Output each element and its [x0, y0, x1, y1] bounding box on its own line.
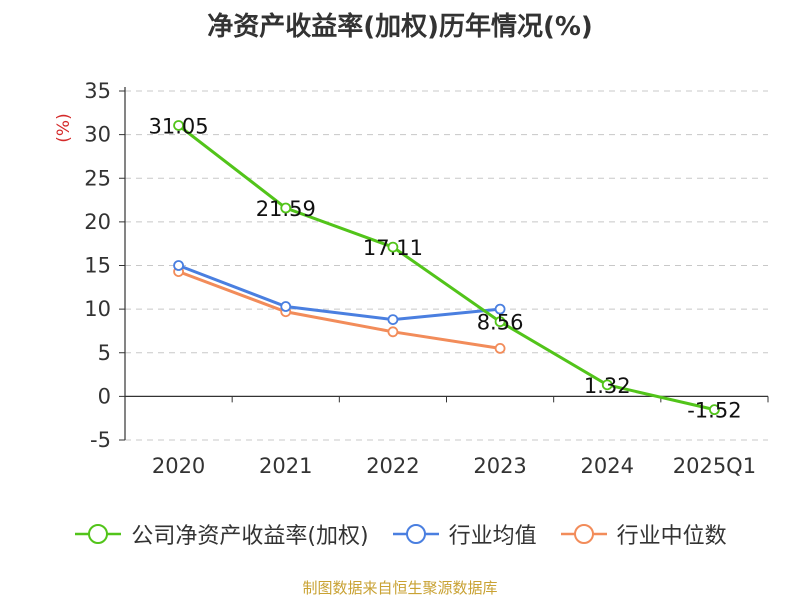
data-label: -1.52	[687, 399, 741, 423]
x-tick-label: 2024	[581, 454, 634, 478]
y-tick-label: 0	[98, 384, 111, 408]
y-tick-label: 15	[84, 254, 111, 278]
x-tick-label: 2022	[366, 454, 419, 478]
series-point-0	[601, 379, 613, 391]
series-point-0	[280, 202, 292, 214]
series-line-2	[178, 270, 501, 350]
series-point-1	[494, 303, 506, 315]
legend-marker-industry-mean	[392, 524, 439, 544]
y-tick-label: 30	[84, 123, 111, 147]
legend-label-industry-median: 行业中位数	[616, 524, 727, 549]
x-tick-label: 2023	[473, 454, 526, 478]
series-point-1	[280, 301, 292, 312]
series-point-2	[494, 342, 506, 354]
source-note: 制图数据来自恒生聚源数据库	[302, 579, 498, 597]
legend-label-company: 公司净资产收益率(加权)	[131, 524, 369, 549]
y-axis-unit: (%)	[54, 113, 74, 142]
y-tick-label: 35	[84, 79, 111, 103]
series-point-0	[173, 120, 184, 131]
legend-label-industry-mean: 行业均值	[448, 524, 537, 549]
y-tick-label: 5	[98, 341, 111, 365]
series-point-0	[494, 316, 506, 328]
data-label: 17.11	[363, 236, 423, 260]
legend-item-industry-median[interactable]: 行业中位数	[559, 518, 727, 550]
series-point-1	[173, 260, 184, 271]
y-tick-label: 20	[84, 210, 111, 234]
data-label: 8.56	[477, 311, 524, 335]
legend-marker-company	[75, 524, 122, 544]
series-point-0	[709, 404, 720, 416]
series-line-0	[177, 124, 715, 412]
x-tick-label: 2025Q1	[673, 454, 756, 478]
data-label: 1.32	[584, 374, 631, 398]
chart-title: 净资产收益率(加权)历年情况(%)	[207, 12, 593, 42]
y-tick-label: 10	[84, 297, 111, 321]
series-point-0	[387, 241, 399, 253]
legend-marker-industry-median	[560, 524, 607, 544]
series-point-1	[387, 314, 399, 325]
x-tick-label: 2020	[152, 454, 205, 478]
legend: 公司净资产收益率(加权) 行业均值 行业中位数	[0, 518, 800, 550]
x-tick-label: 2021	[259, 454, 312, 478]
legend-item-industry-mean[interactable]: 行业均值	[391, 518, 537, 550]
data-label: 31.05	[149, 114, 209, 138]
y-tick-label: 25	[84, 166, 111, 190]
legend-item-company[interactable]: 公司净资产收益率(加权)	[73, 518, 369, 550]
series-point-2	[387, 326, 399, 338]
data-label: 21.59	[256, 197, 316, 221]
series-line-1	[178, 264, 501, 322]
y-tick-label: -5	[90, 428, 111, 452]
